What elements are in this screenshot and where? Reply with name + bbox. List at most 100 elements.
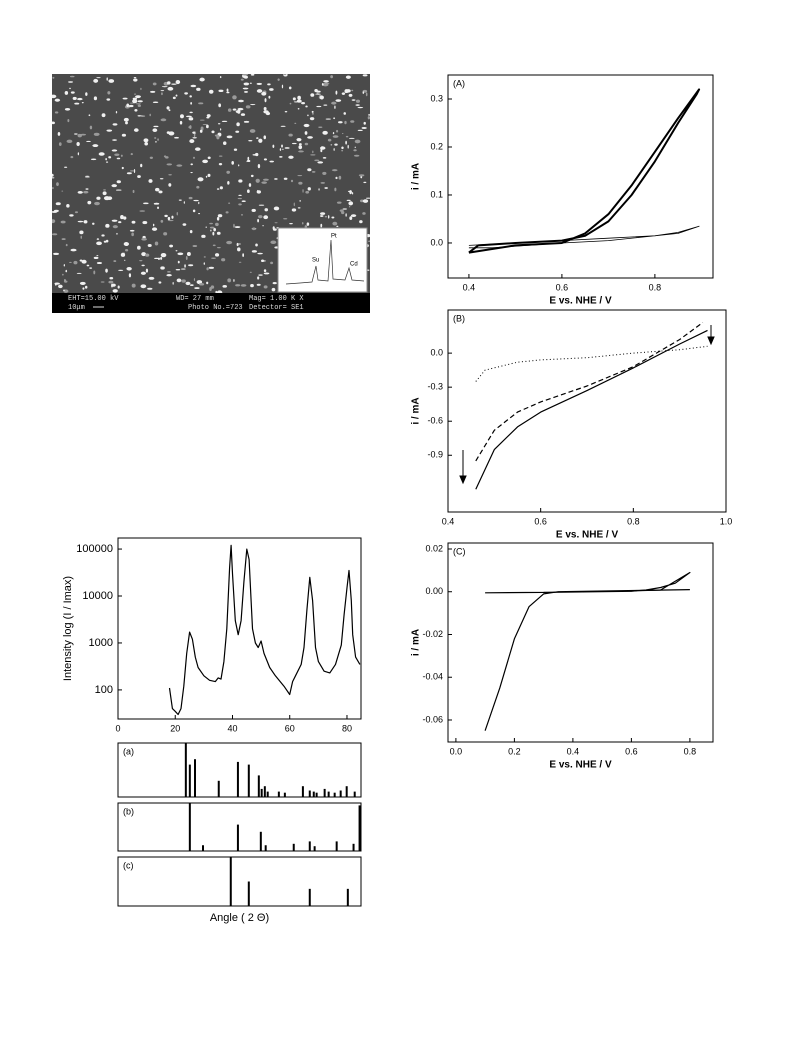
- speck: [324, 215, 328, 218]
- speck: [52, 177, 55, 179]
- speck: [81, 259, 87, 264]
- speck: [188, 117, 194, 121]
- x-tick-label: 0: [115, 723, 120, 733]
- speck: [264, 98, 267, 103]
- speck: [345, 213, 347, 217]
- speck: [362, 74, 368, 77]
- speck: [121, 133, 127, 137]
- speck: [362, 212, 366, 215]
- speck: [168, 109, 171, 112]
- speck: [261, 259, 265, 263]
- speck: [238, 164, 240, 167]
- speck: [242, 87, 249, 90]
- sem-info: Mag= 1.00 K X: [249, 295, 304, 303]
- speck: [115, 110, 118, 114]
- speck: [128, 273, 132, 278]
- speck: [345, 135, 349, 138]
- speck: [175, 80, 181, 85]
- speck: [299, 200, 301, 202]
- speck: [116, 157, 121, 160]
- speck: [344, 120, 347, 125]
- speck: [64, 108, 71, 111]
- speck: [249, 271, 252, 273]
- speck: [338, 121, 343, 124]
- speck: [145, 268, 149, 273]
- speck: [145, 253, 150, 257]
- speck: [108, 156, 112, 159]
- speck: [272, 228, 277, 231]
- speck: [163, 232, 168, 236]
- speck: [258, 138, 263, 143]
- speck: [226, 88, 229, 92]
- speck: [212, 244, 216, 247]
- speck: [140, 163, 143, 168]
- speck: [174, 136, 179, 139]
- speck: [189, 95, 192, 98]
- edx-spectrum: [285, 239, 365, 285]
- speck: [112, 225, 118, 229]
- speck: [63, 280, 68, 283]
- speck: [297, 207, 301, 209]
- x-axis-label: E vs. NHE / V: [556, 530, 619, 541]
- speck: [108, 79, 115, 83]
- x-axis-label: E vs. NHE / V: [549, 296, 612, 307]
- speck: [305, 105, 308, 108]
- speck: [85, 188, 89, 190]
- speck: [218, 162, 223, 166]
- y-tick-label: 0.0: [430, 347, 443, 357]
- sem-info: Photo No.=723: [188, 304, 243, 312]
- speck: [126, 266, 132, 271]
- speck: [214, 253, 220, 257]
- speck: [236, 122, 240, 127]
- speck: [172, 281, 174, 285]
- speck: [323, 82, 330, 85]
- speck: [331, 169, 338, 172]
- speck: [133, 128, 139, 132]
- speck: [362, 199, 369, 203]
- speck: [343, 112, 346, 115]
- panel-label: (b): [123, 806, 134, 816]
- speck: [274, 178, 278, 180]
- speck: [131, 220, 136, 224]
- speck: [312, 113, 314, 115]
- speck: [301, 222, 304, 225]
- speck: [105, 223, 110, 228]
- speck: [53, 209, 59, 213]
- speck: [320, 212, 326, 215]
- speck: [218, 155, 223, 157]
- speck: [256, 283, 261, 286]
- speck: [116, 232, 118, 235]
- speck: [93, 78, 99, 83]
- speck: [52, 233, 58, 236]
- speck: [348, 201, 354, 206]
- speck: [297, 175, 303, 177]
- speck: [199, 282, 205, 286]
- speck: [153, 125, 159, 128]
- speck: [330, 144, 333, 146]
- speck: [322, 130, 328, 135]
- speck: [194, 287, 200, 290]
- y-tick-label: -0.06: [422, 714, 443, 724]
- speck: [355, 99, 360, 103]
- speck: [208, 266, 215, 269]
- speck: [103, 196, 110, 201]
- speck: [367, 116, 370, 120]
- speck: [272, 282, 277, 285]
- speck: [106, 129, 113, 132]
- speck: [115, 189, 122, 191]
- speck: [132, 97, 138, 100]
- speck: [123, 216, 127, 220]
- speck: [307, 136, 313, 139]
- speck: [317, 161, 324, 164]
- y-tick-label: 0.02: [425, 543, 443, 553]
- speck: [131, 283, 136, 288]
- speck: [137, 100, 143, 103]
- speck: [242, 74, 249, 76]
- speck: [80, 235, 83, 239]
- speck: [141, 252, 146, 257]
- speck: [134, 108, 138, 112]
- speck: [164, 214, 168, 218]
- speck: [161, 86, 168, 88]
- y-tick-label: 1000: [89, 637, 113, 649]
- speck: [199, 119, 205, 121]
